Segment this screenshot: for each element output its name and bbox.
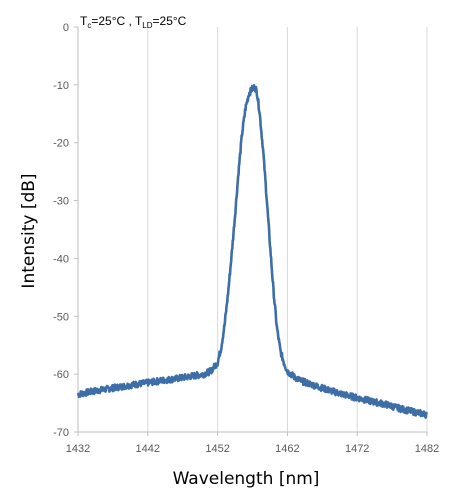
y-tick-labels: 0 -10 -20 -30 -40 -50 -60 -70 [53, 22, 69, 439]
series-line-0 [76, 84, 429, 419]
y-tick-label-5: -50 [53, 311, 69, 323]
x-tick-label-5: 1482 [415, 443, 439, 455]
x-tick-label-1: 1442 [136, 443, 160, 455]
x-tick-labels: 1432 1442 1452 1462 1472 1482 [66, 443, 439, 455]
y-tick-label-4: -40 [53, 253, 69, 265]
y-tick-label-1: -10 [53, 80, 69, 92]
x-axis-title: Wavelength [nm] [173, 469, 320, 489]
y-tick-label-3: -30 [53, 196, 69, 208]
x-tick-label-3: 1462 [275, 443, 299, 455]
conditions-annotation: Tc=25°C , TLD=25°C [80, 14, 187, 30]
y-tick-label-0: 0 [63, 22, 69, 34]
y-tick-label-2: -20 [53, 138, 69, 150]
x-tick-label-4: 1472 [345, 443, 369, 455]
y-tick-label-7: -70 [53, 427, 69, 439]
series-layer [76, 84, 429, 419]
y-tick-label-6: -60 [53, 369, 69, 381]
x-tick-label-0: 1432 [66, 443, 90, 455]
x-tick-label-2: 1452 [205, 443, 229, 455]
y-axis-title: Intensity [dB] [19, 173, 39, 288]
axes [74, 26, 428, 436]
